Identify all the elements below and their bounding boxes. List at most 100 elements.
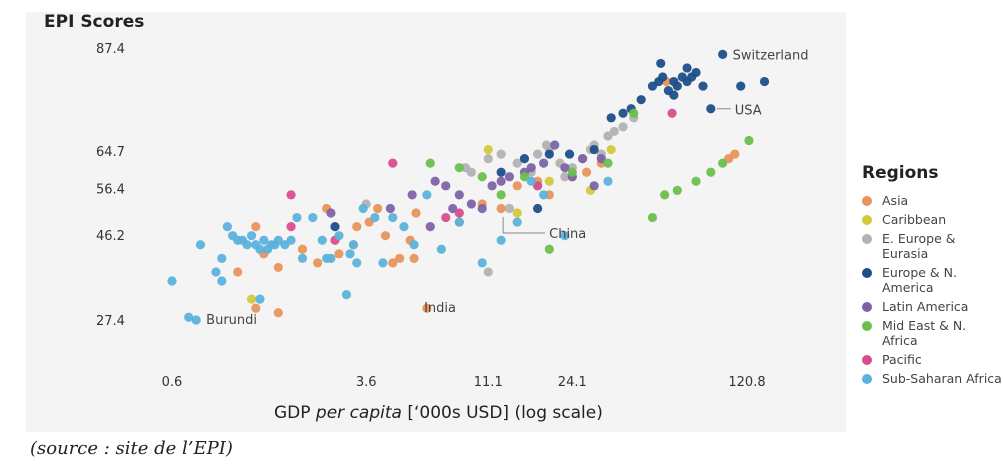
point-sub-saharan-africa [378,258,388,268]
legend-swatch [862,355,872,365]
point-europe-n-america [759,76,770,87]
point-caribbean [246,294,257,304]
point-mid-east-n-africa [425,158,435,168]
point-sub-saharan-africa [560,231,570,241]
annotation-leaders [502,108,731,234]
point-latin-america [504,172,515,182]
point-asia [233,267,243,277]
point-sub-saharan-africa [217,276,227,286]
legend-swatch [862,268,872,278]
point-sub-saharan-africa [496,235,506,245]
point-mid-east-n-africa [706,167,716,177]
annotation-leader [502,217,546,234]
point-mid-east-n-africa [744,135,754,146]
point-mid-east-n-africa [519,172,530,182]
point-asia [334,249,344,259]
point-europe-n-america [682,63,692,73]
legend-swatch [862,374,872,384]
point-asia [411,208,421,218]
point-europe-n-america [544,149,554,159]
point-asia [409,253,419,263]
point-sub-saharan-africa [242,240,252,250]
point-europe-n-america [736,81,746,91]
point-sub-saharan-africa [399,222,409,232]
annotations: Switzerland USA China India Burundi [206,48,808,328]
point-asia [380,231,391,241]
point-sub-saharan-africa [345,249,355,259]
point-latin-america [577,154,588,164]
legend-item: Pacific [862,352,1002,367]
point-latin-america [589,181,599,191]
point-mid-east-n-africa [603,158,613,168]
point-e-europe-eurasia [496,149,506,159]
point-sub-saharan-africa [603,176,613,186]
point-e-europe-eurasia [541,140,552,150]
point-mid-east-n-africa [454,163,464,173]
point-e-europe-eurasia [483,267,493,277]
point-sub-saharan-africa [211,267,221,277]
point-europe-n-america [691,67,701,78]
point-sub-saharan-africa [422,190,432,200]
point-latin-america [539,158,549,168]
x-tick-label: 120.8 [728,375,765,390]
x-tick-label: 0.6 [162,375,183,390]
y-tick-label: 87.4 [96,42,125,57]
point-sub-saharan-africa [358,203,368,214]
point-e-europe-eurasia [609,126,619,137]
point-latin-america [466,199,476,209]
point-europe-n-america [706,104,716,114]
point-sub-saharan-africa [184,312,194,322]
point-caribbean [483,144,493,155]
point-mid-east-n-africa [647,212,658,223]
point-asia [273,308,283,318]
point-europe-n-america [669,90,679,100]
point-pacific [286,222,296,232]
point-sub-saharan-africa [286,235,296,245]
point-sub-saharan-africa [191,315,201,325]
point-sub-saharan-africa [370,212,380,223]
point-latin-america [487,181,497,191]
point-mid-east-n-africa [629,108,639,118]
point-mid-east-n-africa [544,244,554,254]
legend-label: Mid East & N. Africa [882,318,967,348]
annotation-label: India [424,301,456,316]
legend-label: Sub-Saharan Africa [882,371,1002,386]
y-tick-label: 27.4 [96,314,125,329]
point-mid-east-n-africa [477,172,487,182]
point-latin-america [448,203,458,214]
point-caribbean [512,208,522,218]
legend-swatch [862,302,872,312]
legend-label: Caribbean [882,212,947,227]
legend-item: Asia [862,193,1002,208]
point-sub-saharan-africa [259,235,269,245]
point-sub-saharan-africa [292,212,302,223]
point-sub-saharan-africa [217,253,227,263]
point-europe-n-america [564,149,575,159]
point-sub-saharan-africa [409,240,419,250]
point-asia [251,222,261,232]
point-latin-america [425,222,435,232]
point-mid-east-n-africa [691,176,701,186]
point-europe-n-america [532,203,543,214]
point-mid-east-n-africa [660,190,670,200]
legend-label: E. Europe & Eurasia [882,231,956,261]
point-latin-america [560,163,570,173]
point-mid-east-n-africa [567,167,577,177]
point-sub-saharan-africa [539,190,549,200]
y-tick-label: 46.2 [96,229,125,244]
point-asia [313,258,323,268]
point-latin-america [550,140,560,150]
legend-title: Regions [862,163,939,183]
legend: Regions Asia Caribbean E. Europe & Eurasia… [862,163,1002,390]
point-sub-saharan-africa [322,253,332,263]
point-sub-saharan-africa [334,231,344,241]
point-sub-saharan-africa [308,212,318,223]
x-tick-label: 24.1 [558,375,587,390]
point-sub-saharan-africa [341,290,352,300]
point-latin-america [430,176,440,186]
legend-label: Latin America [882,299,969,314]
point-europe-n-america [656,58,666,69]
point-europe-n-america [636,95,646,105]
point-sub-saharan-africa [246,231,257,241]
y-axis-ticks: 87.4 64.7 56.4 46.2 27.4 [96,42,125,329]
